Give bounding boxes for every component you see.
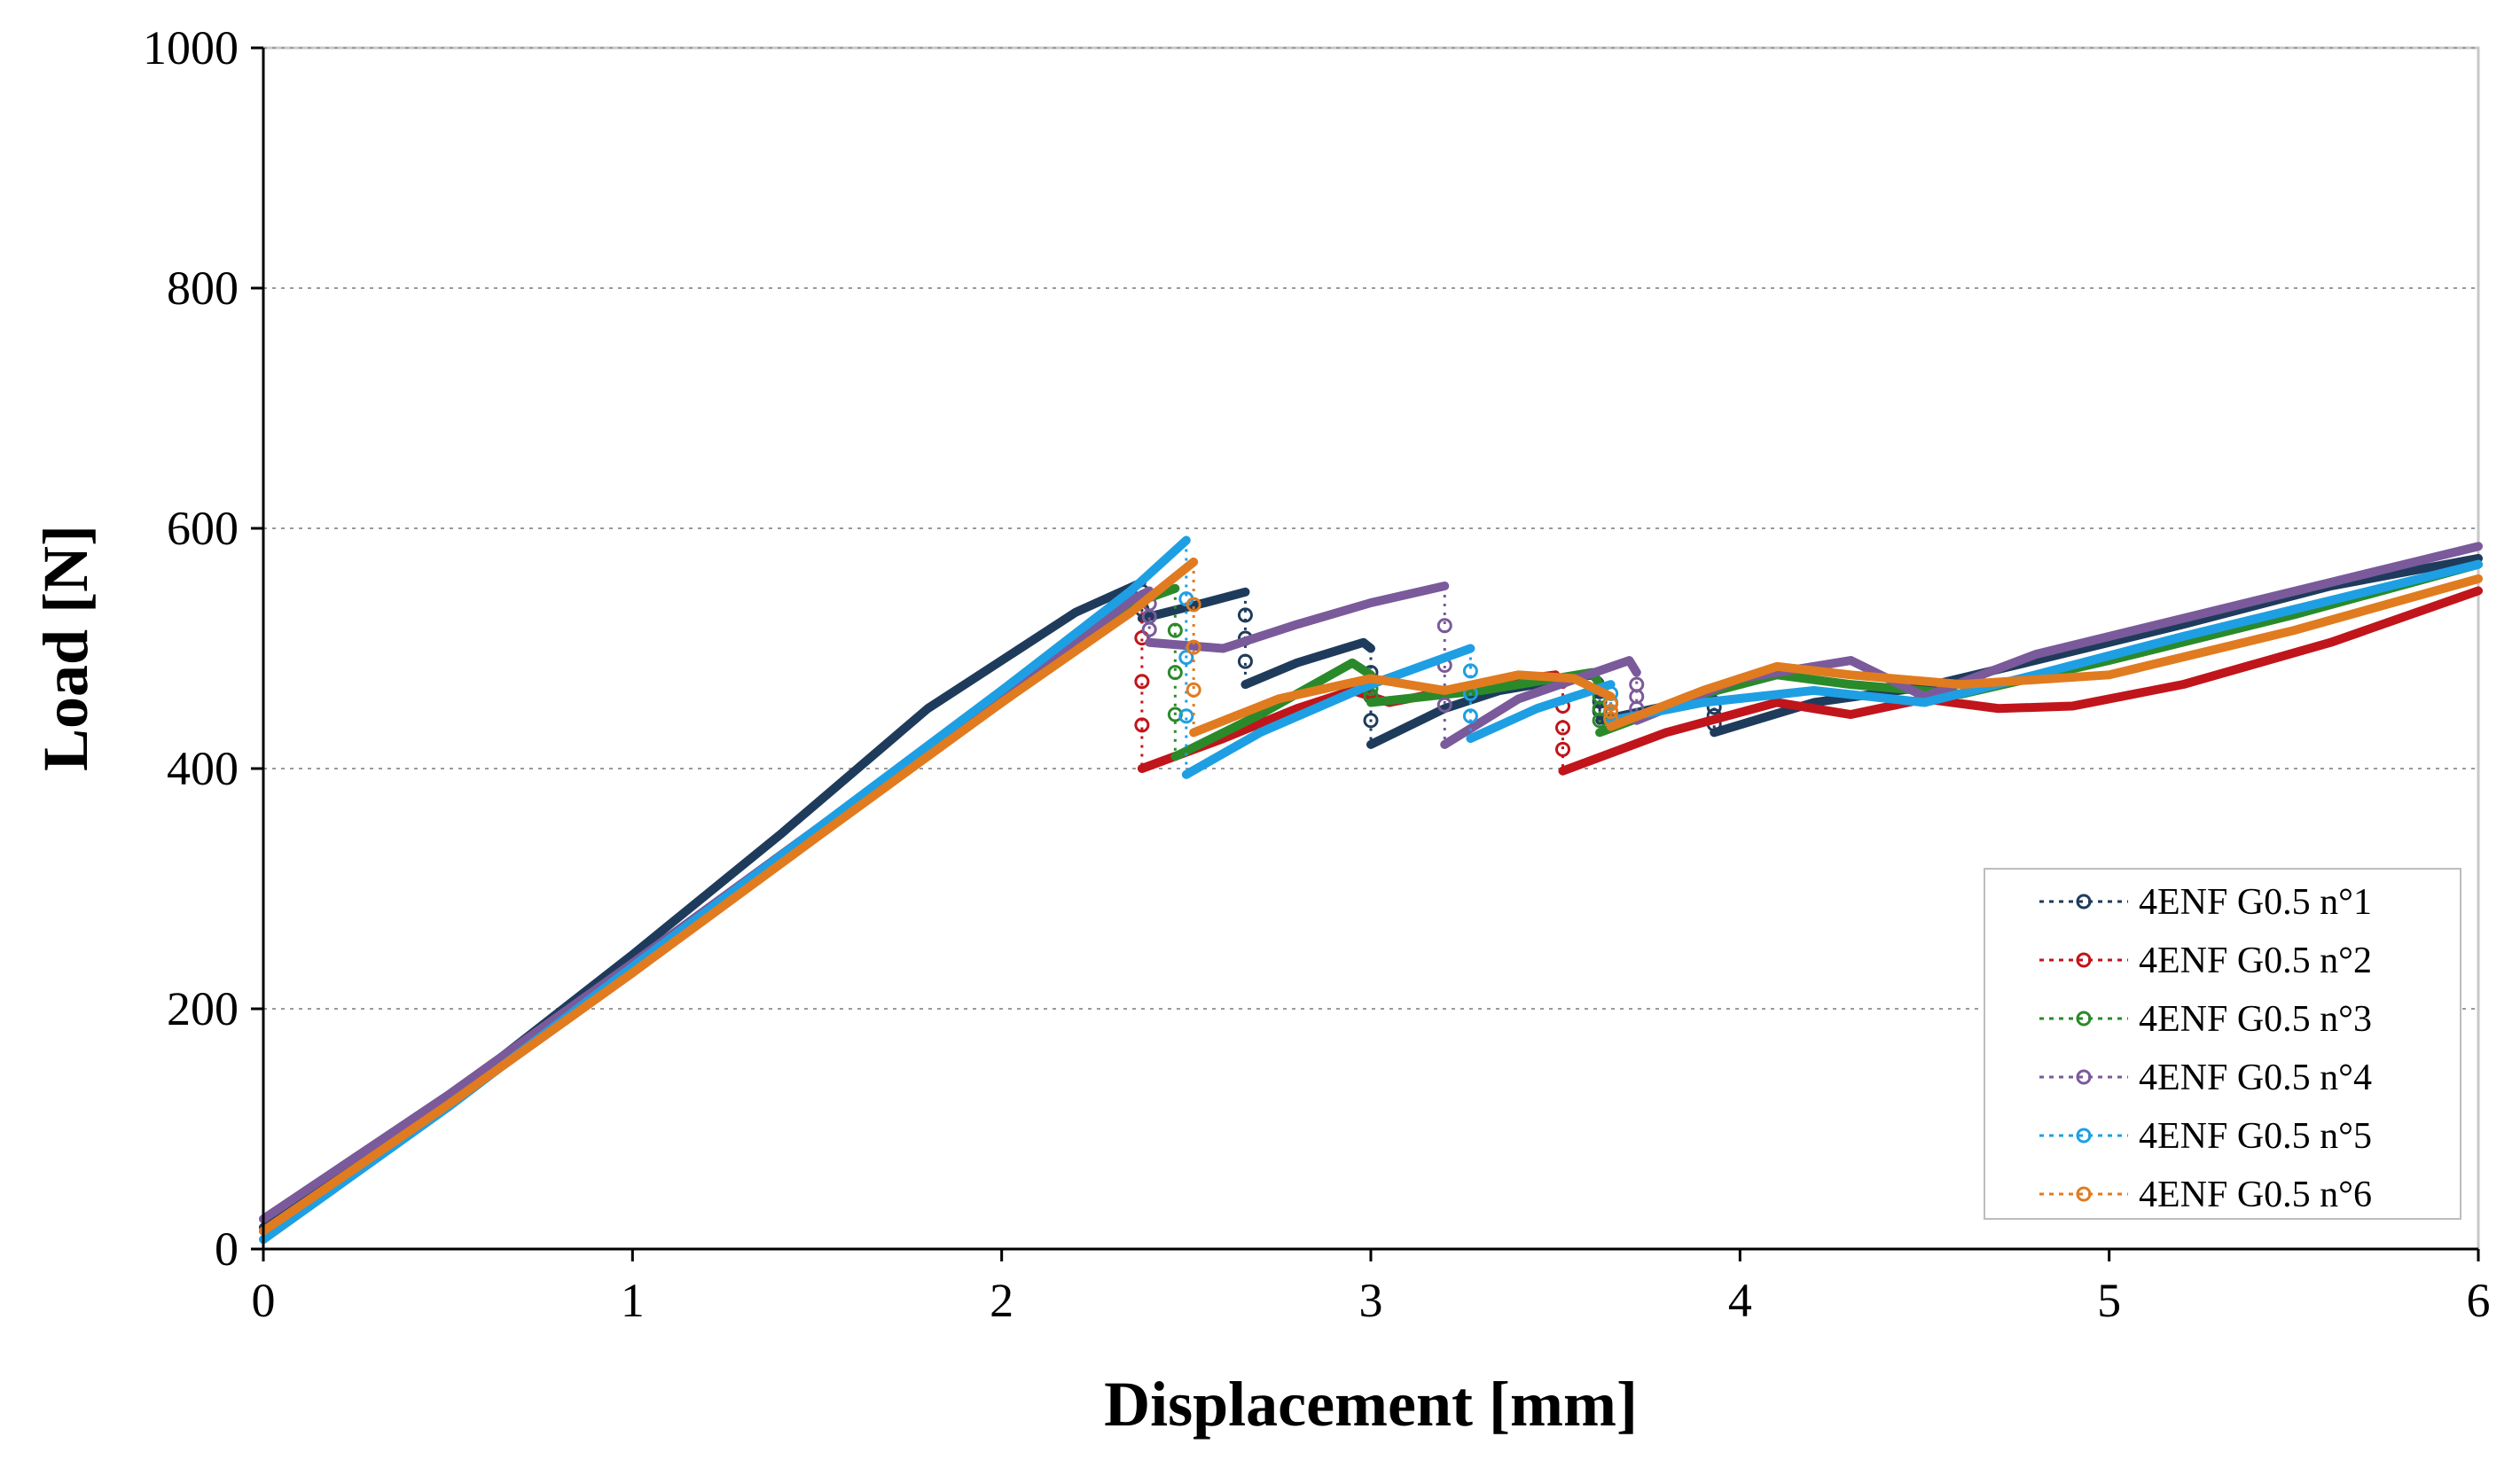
- x-tick-label: 4: [1728, 1274, 1752, 1327]
- series-1-marker: [1237, 653, 1253, 669]
- legend-label: 4ENF G0.5 n°2: [2139, 941, 2372, 981]
- series-6-line: [1606, 574, 2483, 731]
- series-2-marker: [1134, 717, 1150, 733]
- series-5-line: [1181, 644, 1475, 779]
- series-6-marker: [1603, 704, 1619, 720]
- series-5-marker: [1462, 708, 1478, 724]
- series-5-marker: [1178, 650, 1194, 666]
- legend-entry-5: 4ENF G0.5 n°5: [2039, 1116, 2372, 1157]
- series-6-marker: [1186, 597, 1201, 613]
- series-1-line: [1240, 637, 1375, 690]
- y-tick-label: 400: [167, 742, 239, 795]
- legend-swatch-marker: [2076, 952, 2092, 968]
- y-tick-label: 1000: [143, 21, 239, 74]
- legend-entry-1: 4ENF G0.5 n°1: [2039, 882, 2372, 923]
- series-3-marker: [1167, 665, 1183, 681]
- series-3-line: [1366, 668, 1605, 707]
- legend-swatch-marker: [2076, 1128, 2092, 1144]
- legend-swatch-marker: [2076, 1186, 2092, 1202]
- series-5-line: [1466, 680, 1616, 744]
- y-tick-label: 0: [215, 1222, 239, 1276]
- legend-swatch-marker: [2076, 1011, 2092, 1027]
- series-3-marker: [1167, 622, 1183, 638]
- series-2-marker: [1554, 741, 1570, 757]
- legend-entry-2: 4ENF G0.5 n°2: [2039, 941, 2372, 981]
- series-1-marker: [1237, 607, 1253, 623]
- series-2-marker: [1134, 630, 1150, 646]
- tick-labels: 0 200 400 600 800 1000 0 1 2 3 4 5 6: [143, 21, 2491, 1327]
- legend-label: 4ENF G0.5 n°4: [2139, 1058, 2372, 1098]
- series-4-marker: [1436, 697, 1452, 713]
- legend-box: [1984, 868, 2461, 1220]
- legend-entry-4: 4ENF G0.5 n°4: [2039, 1058, 2372, 1098]
- series-4-marker: [1141, 621, 1157, 637]
- legend-swatch-marker: [2076, 1069, 2092, 1085]
- legend-label: 4ENF G0.5 n°1: [2139, 882, 2372, 923]
- legend-label: 4ENF G0.5 n°5: [2139, 1116, 2372, 1157]
- series-1-line: [1137, 587, 1250, 623]
- legend: 4ENF G0.5 n°1 4ENF G0.5 n°2 4ENF G0.5 n°3 4…: [1984, 868, 2461, 1220]
- y-axis-title: Load [N]: [30, 525, 101, 771]
- series-6-line: [259, 557, 1199, 1236]
- legend-label: 4ENF G0.5 n°6: [2139, 1175, 2372, 1215]
- x-tick-label: 5: [2097, 1274, 2121, 1327]
- x-tick-label: 3: [1359, 1274, 1383, 1327]
- legend-swatch-marker: [2076, 894, 2092, 910]
- series-6-line: [1189, 670, 1616, 738]
- x-tick-label: 0: [252, 1274, 276, 1327]
- series-2-marker: [1554, 720, 1570, 736]
- series-6-marker: [1186, 639, 1201, 655]
- y-tick-label: 200: [167, 982, 239, 1035]
- series-6-marker: [1186, 682, 1201, 698]
- x-axis-title: Displacement [mm]: [1104, 1369, 1638, 1440]
- series-6-marker: [1603, 696, 1619, 712]
- series-2-marker: [1134, 674, 1150, 690]
- legend-label: 4ENF G0.5 n°3: [2139, 999, 2372, 1040]
- x-tick-label: 6: [2467, 1274, 2491, 1327]
- legend-entry-6: 4ENF G0.5 n°6: [2039, 1175, 2372, 1215]
- x-tick-label: 2: [990, 1274, 1013, 1327]
- series-1-marker: [1363, 713, 1379, 729]
- series-6: [259, 557, 2483, 1236]
- legend-entry-3: 4ENF G0.5 n°3: [2039, 999, 2372, 1040]
- series-5-line: [1606, 559, 2483, 725]
- y-tick-label: 600: [167, 502, 239, 555]
- x-tick-label: 1: [621, 1274, 645, 1327]
- series-5-marker: [1178, 708, 1194, 724]
- series-4-marker: [1436, 618, 1452, 634]
- series-2-line: [1558, 586, 2483, 776]
- y-tick-label: 800: [167, 262, 239, 315]
- series-lines: [259, 535, 2483, 1245]
- series-5-marker: [1462, 663, 1478, 679]
